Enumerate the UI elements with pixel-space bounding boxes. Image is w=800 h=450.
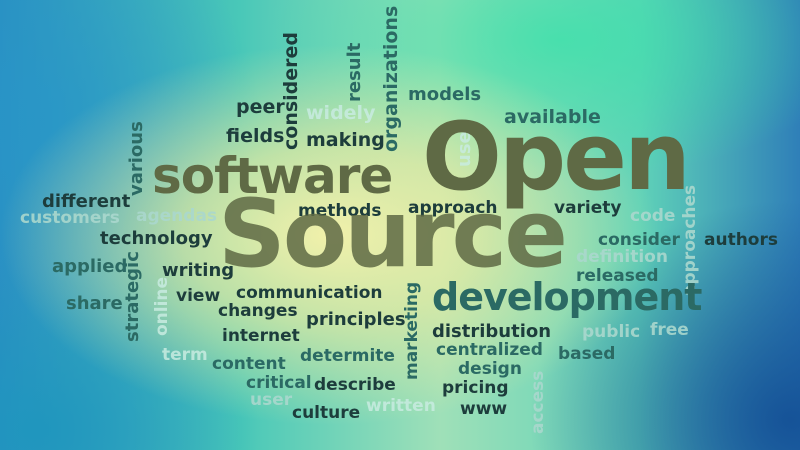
- word-available: available: [504, 106, 601, 128]
- word-public: public: [582, 322, 641, 342]
- word-agendas: agendas: [136, 206, 218, 226]
- word-result: result: [344, 42, 365, 102]
- word-view: view: [176, 286, 221, 306]
- word-based: based: [558, 344, 616, 364]
- word-considered: considered: [280, 31, 302, 150]
- word-user: user: [250, 390, 293, 410]
- word-written: written: [366, 396, 436, 416]
- word-critical: critical: [246, 373, 312, 393]
- word-making: making: [306, 129, 385, 151]
- word-applied: applied: [52, 256, 128, 277]
- word-content: content: [212, 354, 286, 374]
- word-fields: fields: [226, 125, 285, 147]
- word-principles: principles: [306, 309, 406, 330]
- word-Source: Source: [218, 180, 568, 289]
- word-Open: Open: [422, 103, 691, 212]
- word-term: term: [162, 345, 208, 365]
- word-widely: widely: [306, 102, 376, 124]
- word-authors: authors: [704, 230, 778, 250]
- word-access: access: [528, 370, 548, 434]
- word-development: development: [432, 275, 702, 319]
- word-culture: culture: [292, 403, 361, 423]
- word-models: models: [408, 84, 482, 105]
- word-released: released: [576, 266, 659, 286]
- word-www: www: [460, 399, 508, 419]
- word-methods: methods: [298, 201, 382, 221]
- word-determite: determite: [300, 346, 395, 366]
- word-online: online: [152, 276, 172, 336]
- word-code: code: [630, 206, 676, 226]
- word-marketing: marketing: [402, 281, 422, 380]
- word-definition: definition: [576, 247, 668, 267]
- word-describe: describe: [314, 375, 396, 395]
- word-distribution: distribution: [432, 321, 552, 342]
- word-strategic: strategic: [122, 251, 143, 342]
- word-software: software: [152, 147, 393, 205]
- word-pricing: pricing: [442, 378, 509, 398]
- word-communication: communication: [236, 283, 383, 303]
- word-various: various: [126, 121, 147, 196]
- word-free: free: [650, 320, 689, 340]
- word-peer: peer: [236, 96, 285, 118]
- word-share: share: [66, 293, 123, 314]
- word-design: design: [458, 359, 522, 379]
- word-consider: consider: [598, 230, 680, 250]
- word-centralized: centralized: [436, 340, 543, 360]
- word-variety: variety: [554, 198, 622, 218]
- word-writing: writing: [162, 260, 235, 281]
- word-internet: internet: [222, 326, 300, 346]
- word-customers: customers: [20, 208, 120, 228]
- word-changes: changes: [218, 301, 298, 321]
- word-different: different: [42, 191, 131, 212]
- word-approach: approach: [408, 198, 498, 218]
- word-technology: technology: [100, 228, 213, 249]
